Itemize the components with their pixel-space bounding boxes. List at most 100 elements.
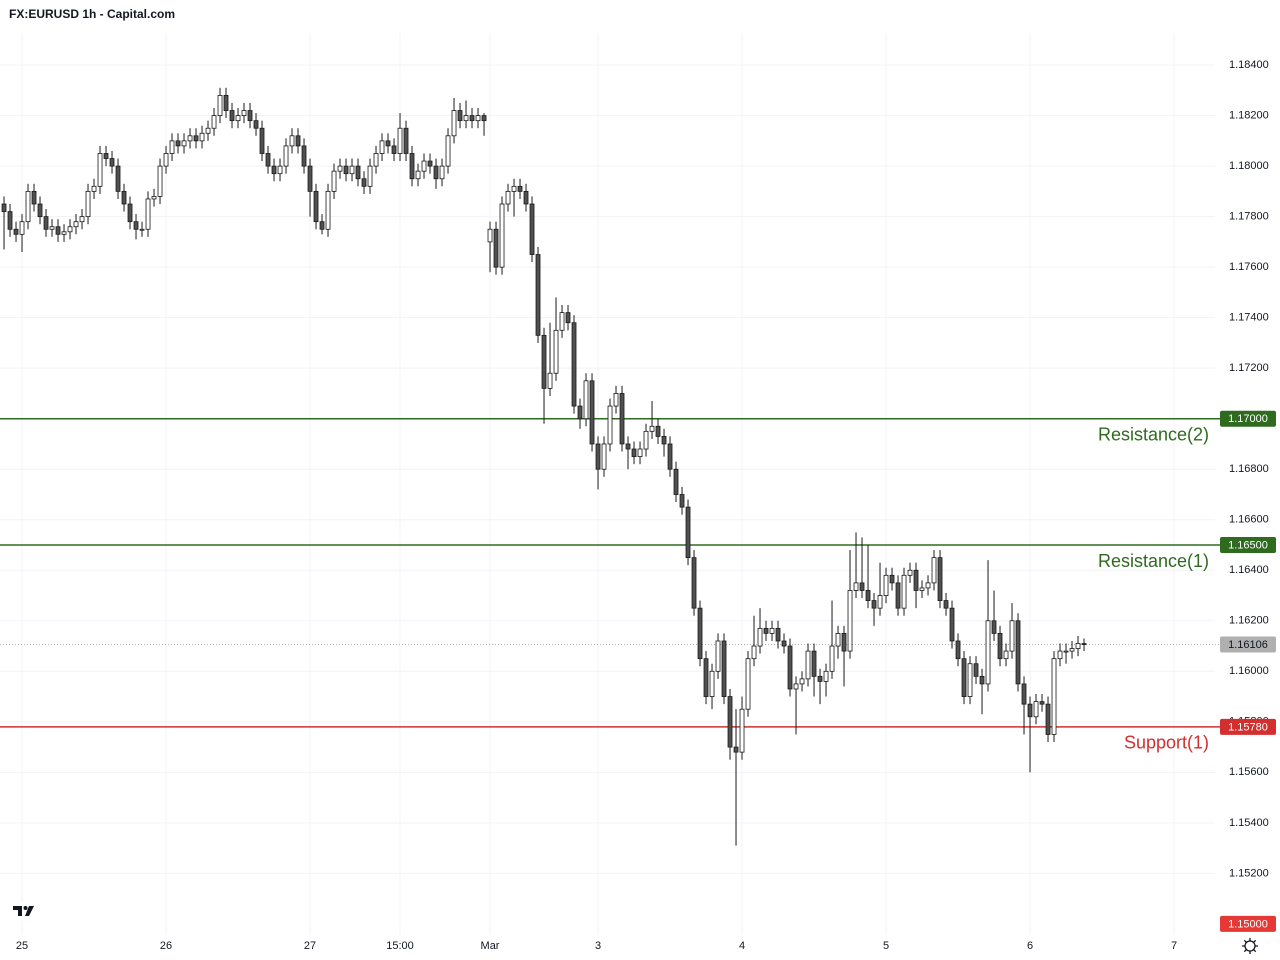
candle-body (1069, 648, 1075, 652)
y-tick-label: 1.16200 (1229, 615, 1269, 627)
candle-body (289, 135, 295, 147)
x-tick-label: 27 (304, 940, 316, 952)
price-label-box (1220, 537, 1276, 554)
y-tick-label: 1.17600 (1229, 261, 1269, 273)
candle-body (643, 430, 649, 450)
candle-body (817, 675, 823, 682)
candle-body (445, 135, 451, 167)
candle-body (961, 658, 967, 697)
candle-body (151, 196, 157, 200)
candle-body (829, 645, 835, 672)
candle-body (511, 185, 517, 192)
candle-body (493, 228, 499, 268)
candle-body (19, 221, 25, 235)
candle-body (1027, 703, 1033, 718)
candle-body (751, 645, 757, 660)
candle-layer (1, 87, 1087, 846)
candle-body (319, 221, 325, 230)
candle-body (301, 145, 307, 167)
candle-body (877, 595, 883, 609)
x-tick-label: 6 (1027, 940, 1033, 952)
candle-body (811, 650, 817, 677)
candle-body (1045, 703, 1051, 735)
candle-body (901, 574, 907, 609)
candle-body (529, 203, 535, 255)
candle-body (517, 185, 523, 192)
candle-body (703, 658, 709, 697)
level-name: Support(1) (1124, 733, 1209, 753)
candle-body (523, 190, 529, 205)
price-label-box (1220, 410, 1276, 427)
candle-body (55, 226, 61, 235)
candle-body (1063, 650, 1069, 653)
candle-body (985, 620, 991, 685)
candle-body (337, 165, 343, 172)
candle-body (25, 190, 31, 223)
price-label: 1.16500 (1228, 539, 1268, 551)
candle-body (499, 203, 505, 268)
candle-body (955, 640, 961, 660)
candle-body (469, 115, 475, 122)
candle-body (463, 115, 469, 122)
level-name: Resistance(2) (1098, 424, 1209, 444)
candle-body (235, 115, 241, 122)
candle-body (415, 170, 421, 180)
candle-body (739, 708, 745, 753)
x-tick-label: 15:00 (386, 940, 414, 952)
candle-body (331, 170, 337, 192)
price-label-box (1220, 915, 1276, 932)
candle-body (781, 640, 787, 647)
candle-body (217, 94, 223, 116)
candle-body (949, 607, 955, 642)
candle-body (391, 145, 397, 154)
candle-body (199, 132, 205, 142)
price-label: 1.15000 (1228, 918, 1268, 930)
candle-body (745, 658, 751, 710)
candle-body (13, 228, 19, 235)
candle-body (967, 663, 973, 697)
candle-body (43, 216, 49, 230)
candle-body (547, 372, 553, 389)
candle-body (385, 140, 391, 147)
candle-body (325, 190, 331, 230)
candle-body (859, 582, 865, 591)
candle-body (253, 120, 259, 129)
candle-body (313, 190, 319, 223)
candle-body (787, 645, 793, 690)
x-tick-label: 3 (595, 940, 601, 952)
label-layer: 1.152001.154001.156001.158001.160001.162… (16, 59, 1276, 952)
candle-body (919, 587, 925, 591)
candle-body (823, 670, 829, 682)
candle-body (307, 165, 313, 192)
candle-body (847, 590, 853, 652)
settings-icon[interactable] (1242, 938, 1258, 954)
candle-body (973, 663, 979, 677)
candle-body (1021, 683, 1027, 705)
candle-body (361, 178, 367, 187)
candle-body (373, 153, 379, 167)
candle-body (685, 506, 691, 559)
candle-body (343, 165, 349, 175)
candle-body (715, 640, 721, 672)
candle-body (1057, 650, 1063, 660)
candle-body (163, 153, 169, 167)
candle-body (679, 494, 685, 508)
price-label: 1.17000 (1228, 413, 1268, 425)
candle-body (295, 135, 301, 147)
candle-body (397, 127, 403, 154)
candle-body (229, 110, 235, 122)
candle-body (127, 203, 133, 223)
candle-body (103, 153, 109, 159)
candle-body (139, 228, 145, 231)
candle-body (889, 574, 895, 584)
y-tick-label: 1.16800 (1229, 463, 1269, 475)
candle-body (895, 582, 901, 609)
candle-body (793, 683, 799, 690)
gear-teeth (1242, 938, 1258, 954)
candle-body (367, 165, 373, 187)
candle-body (121, 190, 127, 205)
candle-body (451, 110, 457, 137)
candle-body (661, 435, 667, 445)
candle-body (349, 165, 355, 175)
